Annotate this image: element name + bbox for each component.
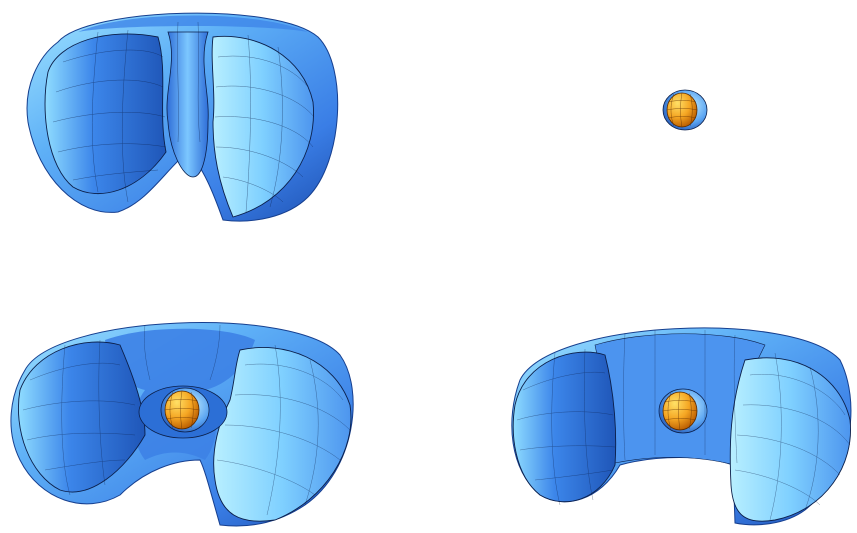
torus-top-left (27, 13, 338, 221)
figure-bottom-right (505, 305, 857, 530)
torus-left-cut-face (45, 34, 166, 194)
figure-top-left (18, 2, 348, 227)
figure-bottom-left (5, 300, 360, 530)
small-sphere-figure (663, 90, 707, 130)
figure-top-right (660, 88, 710, 132)
orange-sphere (667, 93, 697, 127)
torus-bottom-left (11, 323, 353, 526)
torus-bottom-right (512, 328, 851, 525)
